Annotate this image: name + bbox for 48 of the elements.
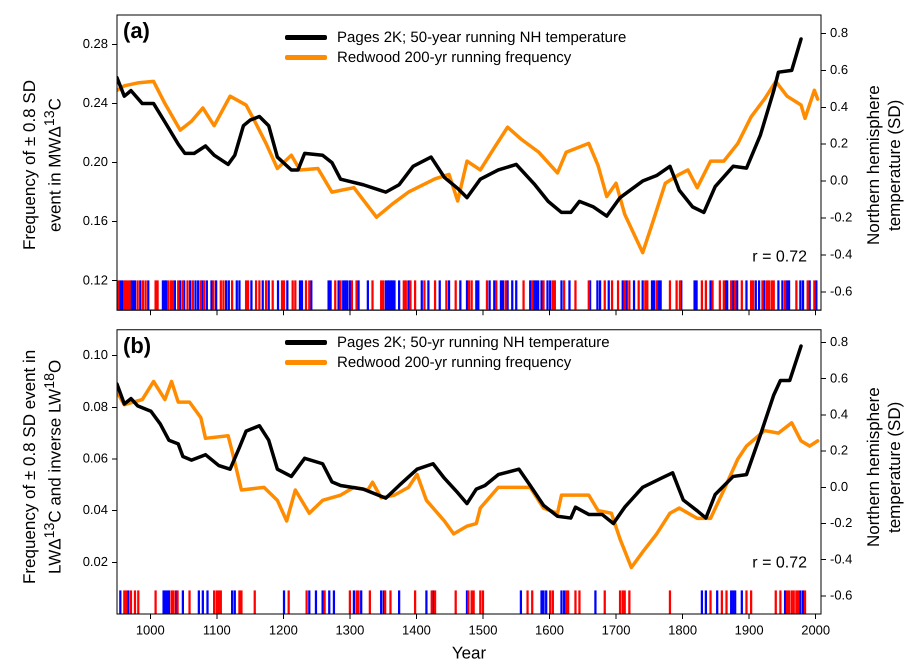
chart-title: (a) xyxy=(123,18,150,44)
y2-tick-label: -0.6 xyxy=(830,587,852,602)
x-tick-label: 1200 xyxy=(268,622,298,638)
x-tick-label: 2000 xyxy=(801,622,830,638)
x-tick-label: 1800 xyxy=(668,622,698,638)
x-tick-label: 1600 xyxy=(535,622,564,638)
x-tick-label: 1400 xyxy=(402,622,431,638)
chart-title: (b) xyxy=(123,332,152,358)
x-tick-label: 1300 xyxy=(335,622,364,638)
y2-tick-label: -0.4 xyxy=(830,551,852,566)
y-tick-label: 0.16 xyxy=(82,213,108,228)
legend-label: Redwood 200-yr running frequency xyxy=(337,48,572,66)
x-tick-label: 1900 xyxy=(734,622,764,638)
y2-tick-label: -0.2 xyxy=(830,515,852,530)
y2-tick-label: 0.6 xyxy=(830,62,848,77)
x-axis-title: Year xyxy=(452,643,487,662)
y-tick-label: 0.24 xyxy=(82,95,108,110)
y2-tick-label: 0.2 xyxy=(830,136,848,151)
y2-tick-label: 0.2 xyxy=(830,442,848,458)
x-tick-label: 1700 xyxy=(602,622,631,638)
y2-axis-title: Northern hemisphere temperature (SD) xyxy=(863,84,905,246)
y2-tick-label: 0.6 xyxy=(830,370,848,386)
y2-tick-label: 0.4 xyxy=(830,98,848,114)
y-tick-label: 0.12 xyxy=(82,272,108,288)
annotation: r = 0.72 xyxy=(752,248,808,266)
legend-label: Pages 2K; 50-year running NH temperature xyxy=(337,28,626,46)
x-tick-label: 1100 xyxy=(202,622,231,638)
y2-tick-label: -0.4 xyxy=(830,246,852,262)
y-tick-label: 0.04 xyxy=(82,502,108,518)
x-tick-label: 1000 xyxy=(136,622,165,638)
y2-tick-label: 0.0 xyxy=(830,172,848,188)
y-tick-label: 0.28 xyxy=(82,36,108,52)
legend-label: Pages 2K; 50-yr running NH temperature xyxy=(337,334,610,350)
y2-tick-label: 0.4 xyxy=(830,406,848,422)
y2-axis-title: Northern hemisphere temperature (SD) xyxy=(863,386,905,549)
y-tick-label: 0.08 xyxy=(82,398,108,414)
y-tick-label: 0.02 xyxy=(82,554,108,569)
annotation: r = 0.72 xyxy=(752,554,808,572)
y2-tick-label: 0.8 xyxy=(830,334,848,350)
y2-tick-label: 0.8 xyxy=(830,25,848,40)
x-tick-label: 1500 xyxy=(468,622,498,638)
y-tick-label: 0.06 xyxy=(82,450,108,466)
y-tick-label: 0.20 xyxy=(82,154,108,170)
legend-label: Redwood 200-yr running frequency xyxy=(337,354,572,370)
y2-tick-label: 0.0 xyxy=(830,478,848,494)
y-tick-label: 0.10 xyxy=(82,347,108,362)
y2-tick-label: -0.2 xyxy=(830,210,852,225)
y2-tick-label: -0.6 xyxy=(830,283,852,298)
